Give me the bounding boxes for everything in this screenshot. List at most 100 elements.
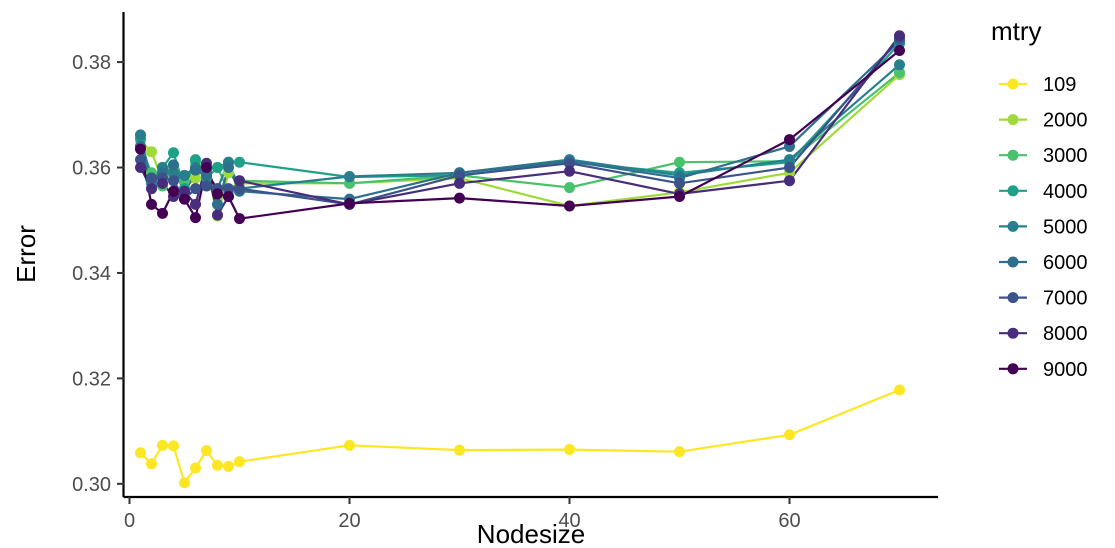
x-tick-label: 0: [124, 510, 135, 532]
series-line-3000: [139, 71, 901, 193]
data-point-109: [894, 384, 905, 396]
data-point-8000: [784, 175, 795, 187]
data-point-9000: [344, 197, 355, 209]
x-axis-ticks: 0 20 40 60: [124, 497, 801, 532]
data-point-7000: [564, 157, 575, 169]
series-line-9000: [139, 49, 901, 220]
data-point-5000: [784, 154, 795, 166]
data-point-7000: [135, 154, 146, 166]
data-point-6000: [168, 159, 179, 171]
legend-key-point: [1007, 78, 1019, 90]
data-point-9000: [223, 191, 234, 203]
legend-label: 3000: [1043, 145, 1088, 167]
data-point-7000: [674, 177, 685, 189]
legend-item-109: 109: [999, 74, 1076, 96]
data-point-9000: [784, 134, 795, 146]
data-point-5000: [135, 129, 146, 141]
series-points: [135, 30, 905, 489]
data-point-8000: [190, 198, 201, 210]
data-point-9000: [168, 185, 179, 197]
data-point-4000: [190, 154, 201, 166]
legend-item-3000: 3000: [999, 145, 1088, 167]
data-point-7000: [234, 183, 245, 195]
legend-key-point: [1007, 256, 1019, 268]
data-point-6000: [201, 169, 212, 181]
data-point-8000: [212, 209, 223, 221]
data-point-3000: [894, 67, 905, 79]
y-tick-label: 0.36: [72, 158, 111, 180]
data-point-5000: [168, 167, 179, 179]
data-point-6000: [190, 164, 201, 176]
x-tick-label: 20: [338, 510, 360, 532]
legend-item-5000: 5000: [999, 216, 1088, 238]
legend-item-9000: 9000: [999, 359, 1088, 381]
data-point-9000: [564, 200, 575, 212]
data-point-8000: [146, 183, 157, 195]
data-point-5000: [179, 169, 190, 181]
legend-item-7000: 7000: [999, 288, 1088, 310]
data-point-7000: [784, 162, 795, 174]
legend-item-4000: 4000: [999, 181, 1088, 203]
x-tick-label: 40: [558, 510, 580, 532]
y-tick-label: 0.38: [72, 52, 111, 74]
legend-item-2000: 2000: [999, 110, 1088, 132]
data-point-109: [212, 459, 223, 471]
legend-key-point: [1007, 363, 1019, 375]
series-line-109: [139, 388, 900, 484]
data-point-109: [190, 462, 201, 474]
series-lines: [139, 35, 901, 484]
data-point-9000: [179, 193, 190, 205]
data-point-109: [674, 446, 685, 458]
data-point-9000: [146, 198, 157, 210]
legend-label: 9000: [1043, 359, 1088, 381]
data-point-7000: [190, 183, 201, 195]
data-point-109: [344, 439, 355, 451]
data-point-5000: [894, 59, 905, 71]
data-point-109: [168, 440, 179, 452]
legend-key-point: [1007, 292, 1019, 304]
legend-label: 4000: [1043, 181, 1088, 203]
legend-item-8000: 8000: [999, 323, 1088, 345]
data-point-109: [784, 429, 795, 441]
data-point-109: [454, 444, 465, 456]
data-point-5000: [344, 170, 355, 182]
legend-title: mtry: [991, 16, 1042, 46]
data-point-7000: [201, 180, 212, 192]
data-point-109: [223, 460, 234, 472]
data-point-9000: [212, 188, 223, 200]
data-point-9000: [234, 213, 245, 225]
x-tick-label: 60: [778, 510, 800, 532]
legend-label: 8000: [1043, 323, 1088, 345]
data-point-7000: [146, 172, 157, 184]
data-point-8000: [894, 30, 905, 42]
data-point-109: [157, 439, 168, 451]
data-point-109: [179, 477, 190, 489]
data-point-109: [234, 456, 245, 468]
data-point-2000: [190, 172, 201, 184]
y-tick-label: 0.30: [72, 474, 111, 496]
legend-label: 5000: [1043, 216, 1088, 238]
x-axis-title: Nodesize: [477, 519, 585, 548]
data-point-8000: [135, 162, 146, 174]
data-point-6000: [223, 162, 234, 174]
legend-key-point: [1007, 327, 1019, 339]
data-point-4000: [234, 156, 245, 168]
data-point-2000: [146, 146, 157, 158]
legend-item-6000: 6000: [999, 252, 1088, 274]
data-point-8000: [454, 177, 465, 189]
legend-key-point: [1007, 114, 1019, 126]
series-line-6000: [139, 40, 901, 206]
series-line-8000: [139, 35, 901, 217]
data-point-6000: [212, 198, 223, 210]
legend-key-point: [1007, 220, 1019, 232]
data-point-7000: [223, 183, 234, 195]
data-point-9000: [190, 212, 201, 224]
data-point-7000: [168, 175, 179, 187]
legend: mtry 109 2000 3000 4000 5000 6000 7000 8000 9000: [991, 16, 1088, 381]
legend-key-point: [1007, 149, 1019, 161]
data-point-3000: [674, 156, 685, 168]
series-line-7000: [139, 37, 901, 206]
y-axis-title: Error: [11, 225, 41, 283]
data-point-3000: [564, 182, 575, 194]
